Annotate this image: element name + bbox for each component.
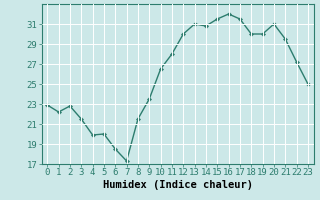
X-axis label: Humidex (Indice chaleur): Humidex (Indice chaleur) bbox=[103, 180, 252, 190]
